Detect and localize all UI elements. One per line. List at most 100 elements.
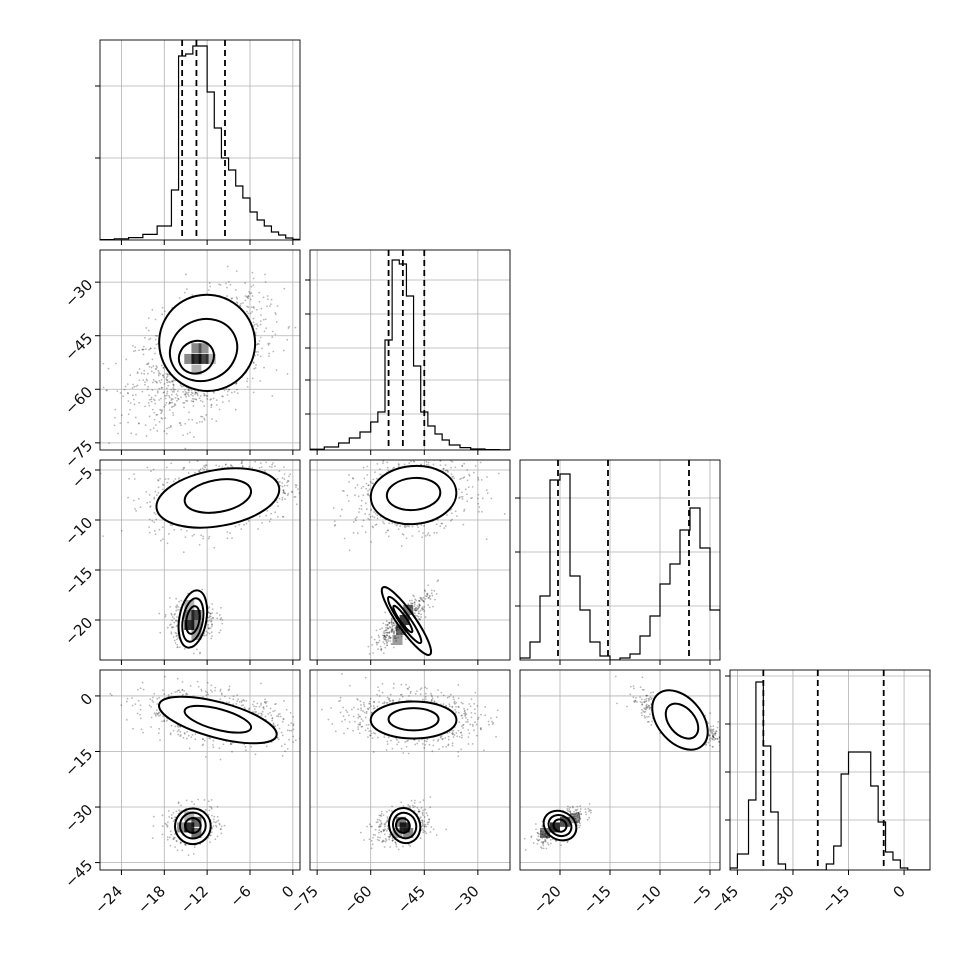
scatter-point — [107, 367, 110, 370]
scatter-point — [211, 612, 214, 614]
scatter-point — [425, 463, 428, 466]
scatter-point — [287, 724, 290, 727]
scatter-point — [204, 464, 207, 467]
scatter-point — [367, 517, 370, 520]
scatter-point — [184, 390, 187, 393]
scatter-point — [235, 301, 238, 304]
scatter-point — [169, 426, 172, 428]
panel-content — [520, 460, 720, 660]
scatter-point — [176, 604, 179, 607]
scatter-point — [178, 297, 181, 299]
scatter-point — [227, 280, 230, 283]
scatter-point — [259, 320, 262, 323]
scatter-point — [419, 597, 422, 600]
scatter-point — [256, 343, 259, 346]
scatter-point — [131, 704, 134, 707]
scatter-point — [418, 445, 420, 447]
scatter-point — [383, 634, 386, 637]
scatter-point — [412, 594, 415, 597]
scatter-point — [203, 465, 205, 467]
scatter-point — [272, 710, 275, 713]
scatter-point — [149, 505, 152, 508]
scatter-point — [456, 515, 458, 517]
scatter-point — [426, 594, 429, 596]
scatter-point — [436, 580, 439, 583]
scatter-point — [156, 391, 159, 394]
scatter-point — [432, 452, 434, 454]
scatter-point — [181, 689, 184, 692]
scatter-point — [417, 526, 419, 529]
scatter-point — [418, 600, 421, 602]
scatter-point — [187, 418, 190, 421]
scatter-point — [165, 401, 168, 404]
scatter-point — [210, 625, 213, 628]
scatter-point — [172, 383, 175, 386]
scatter-point — [277, 439, 279, 441]
scatter-point — [461, 465, 464, 468]
scatter-point — [177, 725, 180, 728]
scatter-point — [446, 469, 449, 472]
scatter-point — [246, 305, 248, 308]
scatter-point — [146, 388, 149, 391]
scatter-point — [194, 733, 197, 736]
scatter-point — [252, 305, 255, 308]
scatter-point — [170, 612, 173, 615]
scatter-point — [386, 638, 388, 641]
scatter-point — [154, 424, 157, 426]
scatter-point — [370, 541, 373, 543]
scatter-point — [426, 593, 428, 595]
scatter-point — [114, 408, 117, 411]
scatter-point — [389, 637, 392, 640]
scatter-point — [145, 378, 148, 381]
scatter-point — [184, 422, 187, 425]
scatter-point — [422, 608, 425, 611]
scatter-point — [210, 623, 213, 626]
scatter-point — [417, 618, 420, 620]
scatter-point — [262, 706, 265, 709]
scatter-point — [256, 325, 259, 327]
scatter-point — [176, 390, 179, 393]
scatter-point — [435, 456, 437, 458]
scatter-point — [182, 736, 185, 739]
scatter-point — [462, 476, 465, 479]
scatter-point — [265, 705, 268, 708]
scatter-point — [258, 466, 261, 469]
scatter-point — [369, 515, 372, 518]
scatter-point — [378, 636, 380, 638]
scatter-point — [260, 704, 262, 706]
scatter-point — [209, 737, 212, 740]
scatter-point — [179, 646, 181, 649]
scatter-point — [185, 693, 188, 696]
scatter-point — [176, 646, 179, 649]
scatter-point — [253, 700, 255, 703]
scatter-point — [360, 487, 363, 490]
scatter-point — [375, 629, 378, 632]
scatter-point — [165, 432, 168, 435]
density-cell — [198, 353, 209, 364]
scatter-point — [177, 636, 180, 639]
scatter-point — [408, 525, 410, 528]
scatter-point — [116, 390, 119, 393]
scatter-point — [220, 606, 222, 609]
scatter-point — [436, 442, 438, 444]
scatter-point — [397, 463, 400, 465]
scatter-point — [175, 625, 178, 628]
scatter-point — [168, 597, 171, 599]
scatter-point — [415, 607, 418, 609]
scatter-point — [234, 525, 237, 528]
scatter-point — [474, 465, 477, 467]
scatter-point — [224, 463, 227, 466]
scatter-point — [211, 690, 213, 693]
scatter-point — [169, 401, 172, 404]
scatter-point — [439, 464, 442, 467]
scatter-point — [123, 388, 126, 391]
scatter-point — [170, 613, 173, 616]
scatter-point — [153, 496, 156, 499]
scatter-point — [368, 653, 371, 655]
scatter-point — [211, 623, 214, 626]
scatter-point — [207, 693, 210, 696]
scatter-point — [274, 725, 277, 728]
scatter-point — [161, 720, 164, 723]
scatter-point — [284, 492, 287, 495]
y-tick-label: −60 — [61, 383, 96, 418]
